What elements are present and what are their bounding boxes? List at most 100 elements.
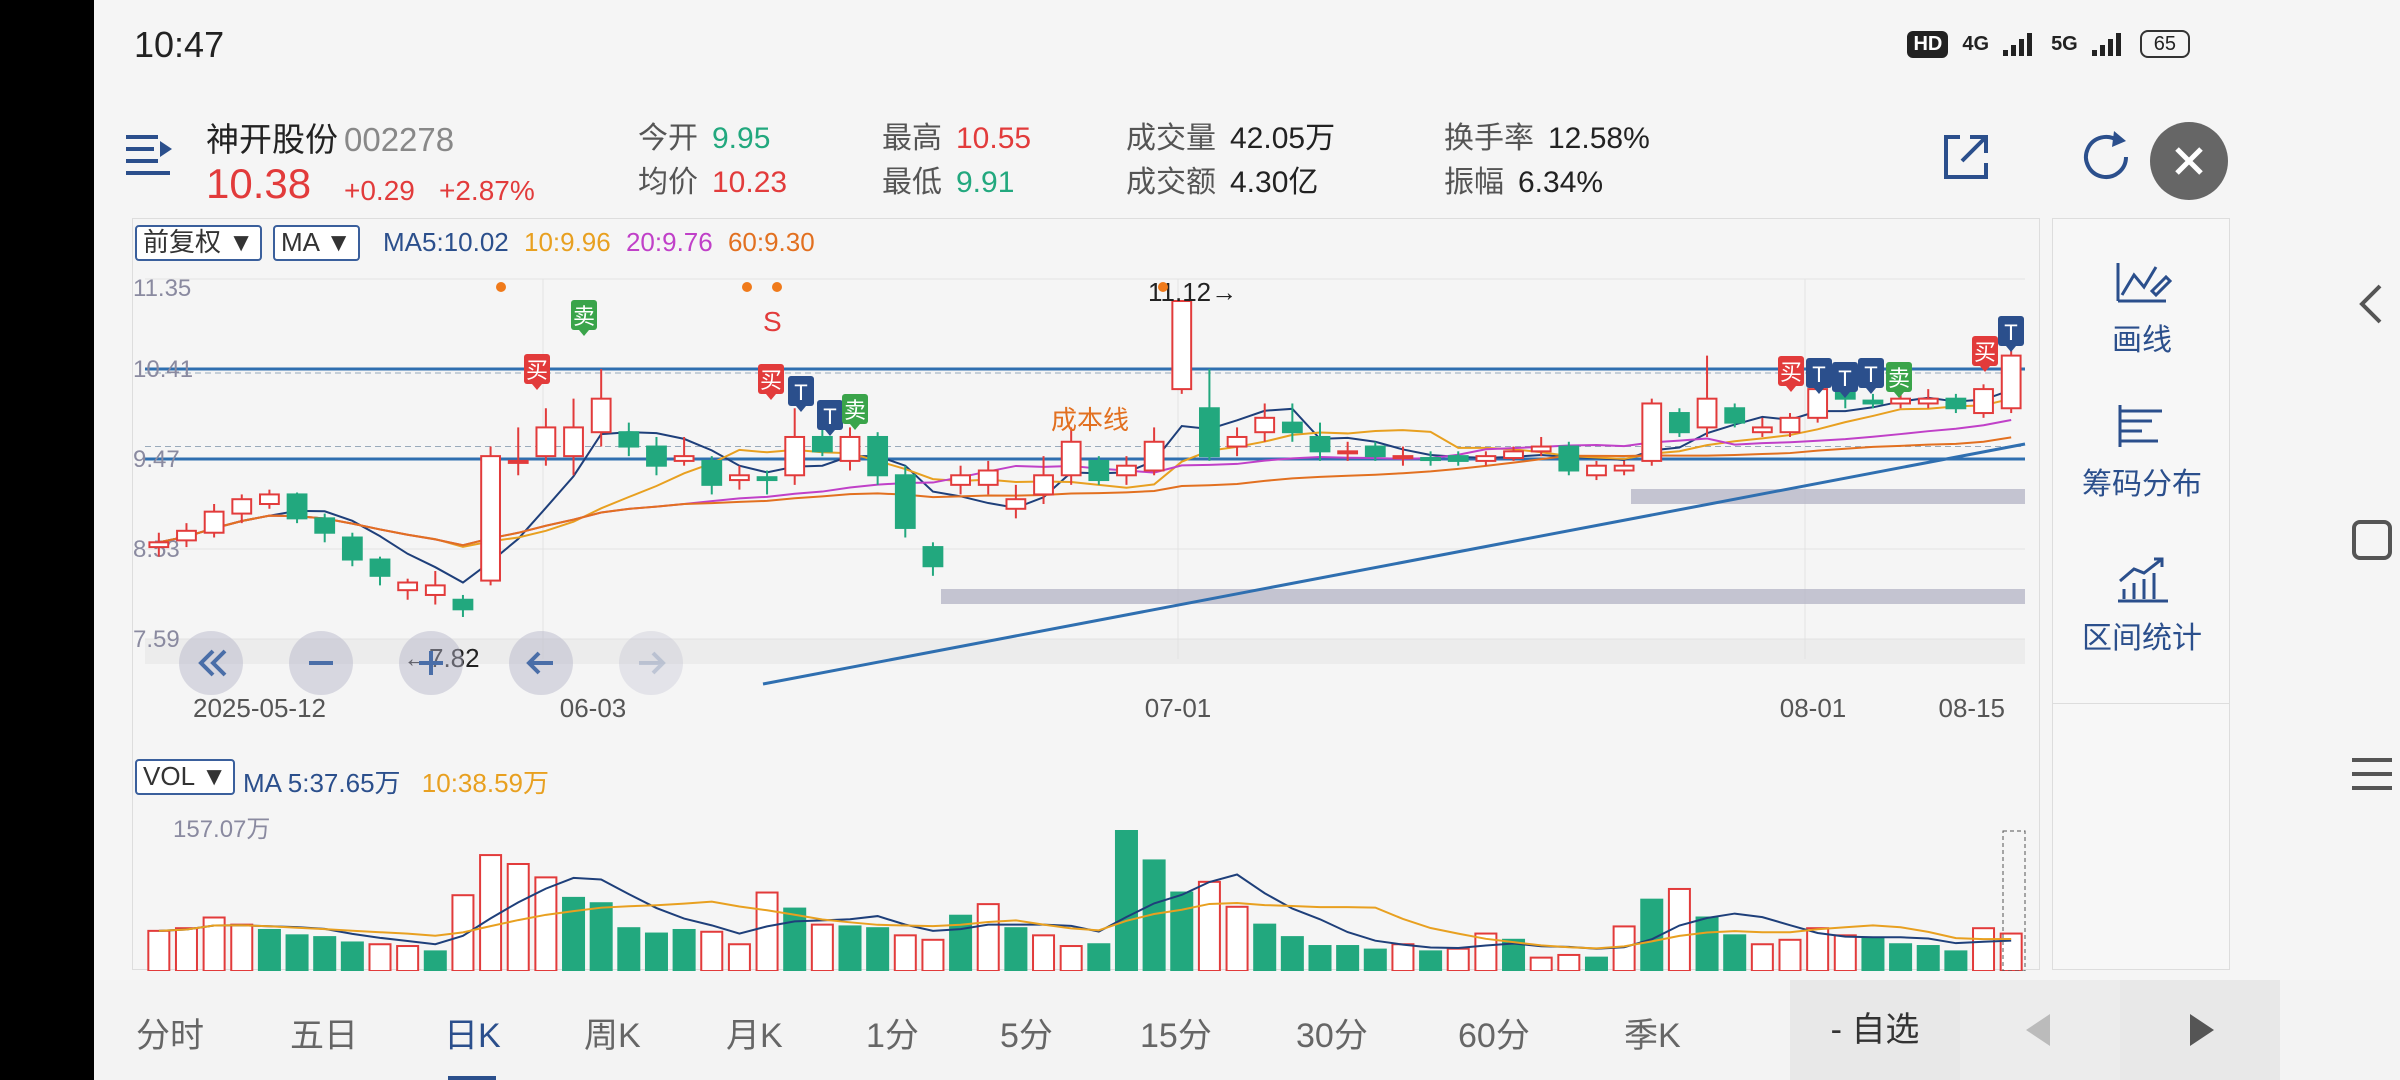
recents-icon[interactable] (2344, 744, 2400, 804)
adjust-select[interactable]: 前复权 ▼ (135, 225, 262, 261)
candle-body (811, 435, 833, 453)
candle-body (1420, 457, 1441, 462)
tab-intraday[interactable]: 分时 (136, 1017, 204, 1055)
back-icon[interactable] (2344, 274, 2400, 334)
tab-1min[interactable]: 1分 (866, 1017, 919, 1055)
vol-legend: MA 5:37.65万 10:38.59万 (243, 763, 549, 800)
tab-quarterly-k[interactable]: 季K (1624, 1017, 1681, 1055)
double-chevron-left-icon (198, 649, 227, 677)
t-marker (1998, 316, 2024, 346)
candle-body (1530, 445, 1552, 453)
system-navbar (2344, 0, 2400, 1080)
tab-five-day[interactable]: 五日 (290, 1017, 358, 1055)
candle-body (176, 529, 197, 542)
candle-body (1309, 435, 1331, 453)
status-bar: 10:47 HD 4G 5G 65 (94, 0, 2400, 92)
buy-marker (1972, 336, 1998, 366)
quote-amplitude: 振幅 6.34% (1444, 166, 1604, 199)
candle-body (1005, 498, 1027, 510)
kline-chart-panel[interactable]: 前复权 ▼ MA ▼ MA5:10.02 10:9.96 20:9.76 60:… (132, 218, 2040, 971)
tab-30min[interactable]: 30分 (1296, 1017, 1368, 1055)
stock-name: 神开股份 (206, 121, 338, 158)
ma-legend: MA5:10.02 10:9.96 20:9.76 60:9.30 (383, 227, 815, 258)
prev-stock-button[interactable] (1960, 980, 2120, 1080)
sell-marker (571, 300, 597, 330)
ma-line-5 (158, 389, 2012, 584)
y-tick-label: 7.59 (133, 626, 180, 653)
tool-range-stats[interactable]: 区间统计 (2053, 555, 2231, 657)
candle-body (1447, 455, 1469, 462)
volume-bar (976, 903, 1000, 971)
close-button[interactable] (2150, 122, 2228, 200)
tab-5min[interactable]: 5分 (1000, 1017, 1053, 1055)
tab-monthly-k[interactable]: 月K (726, 1017, 783, 1055)
vol-indicator-select[interactable]: VOL ▼ (135, 759, 236, 795)
tool-draw-line[interactable]: 画线 (2053, 257, 2231, 359)
t-marker-text: T (1838, 366, 1851, 391)
y-tick-label: 10.41 (133, 356, 193, 383)
buy-marker-text: 买 (526, 358, 548, 383)
volume-bar (810, 923, 834, 971)
period-tabs: 分时 五日 日K 周K 月K 1分 5分 15分 30分 60分 季K - 自选 (94, 980, 2400, 1080)
volume-bar (1363, 948, 1387, 971)
status-icons: HD 4G 5G 65 (1907, 30, 2190, 58)
indicator-select[interactable]: MA ▼ (273, 225, 360, 261)
volume-bar (423, 950, 447, 971)
volume-bar (589, 902, 613, 971)
scroll-left-button[interactable] (509, 631, 573, 695)
ma-line-40 (158, 436, 2012, 547)
candle-body (507, 459, 529, 464)
candle-body (563, 426, 584, 458)
ma20-label: 20:9.76 (625, 227, 713, 257)
menu-icon[interactable] (124, 127, 174, 177)
zoom-in-button[interactable] (399, 631, 463, 695)
home-icon[interactable] (2344, 510, 2400, 570)
candle-body (1281, 421, 1303, 434)
tool-chip-distribution[interactable]: 筹码分布 (2053, 401, 2231, 503)
stock-price: 10.38 (206, 160, 312, 207)
t-marker-text: T (794, 380, 807, 405)
next-stock-button[interactable] (2120, 980, 2280, 1080)
share-icon[interactable] (1934, 125, 1998, 189)
tab-weekly-k[interactable]: 周K (584, 1017, 641, 1055)
x-tick-label: 07-01 (1145, 693, 1212, 723)
volume-bar (1474, 932, 1498, 971)
candle-body (1226, 435, 1248, 448)
volume-bar (1280, 936, 1304, 971)
t-marker (788, 376, 814, 406)
volume-bar (644, 932, 668, 971)
volume-bar (1529, 956, 1553, 971)
tab-15min[interactable]: 15分 (1140, 1017, 1212, 1055)
sell-marker-tip (579, 330, 589, 336)
zoom-out-far-button[interactable] (179, 631, 243, 695)
support-band (1631, 489, 2025, 504)
volume-bar (1225, 905, 1249, 971)
zoom-out-button[interactable] (289, 631, 353, 695)
volume-bar (1999, 932, 2023, 971)
triangle-right-icon (2190, 1014, 2214, 1046)
tab-60min[interactable]: 60分 (1458, 1017, 1530, 1055)
refresh-icon[interactable] (2074, 125, 2138, 189)
s-signal-label: S (763, 306, 782, 337)
volume-bar (838, 925, 862, 971)
trend-line (762, 442, 2026, 686)
candle-body (1060, 440, 1082, 477)
t-marker-text: T (1812, 362, 1825, 387)
add-watchlist-button[interactable]: - 自选 (1790, 980, 1960, 1080)
stock-change: +0.29 (344, 175, 415, 206)
vol-ma5-label: MA 5:37.65万 (243, 768, 401, 798)
quote-open: 今开 9.95 (638, 122, 771, 155)
quote-high: 最高 10.55 (882, 122, 1032, 155)
x-tick-label: 06-03 (560, 693, 627, 723)
candle-body (894, 474, 916, 529)
scroll-right-button[interactable] (619, 631, 683, 695)
tab-daily-k[interactable]: 日K (444, 1017, 501, 1055)
close-icon (2175, 147, 2203, 175)
volume-bar (202, 916, 226, 971)
high-price-label: 11.12→ (1148, 277, 1237, 307)
volume-bar (1695, 916, 1719, 971)
signal-icon-2 (2091, 32, 2126, 56)
volume-bar (147, 929, 171, 971)
buy-marker-text: 买 (1780, 360, 1802, 385)
